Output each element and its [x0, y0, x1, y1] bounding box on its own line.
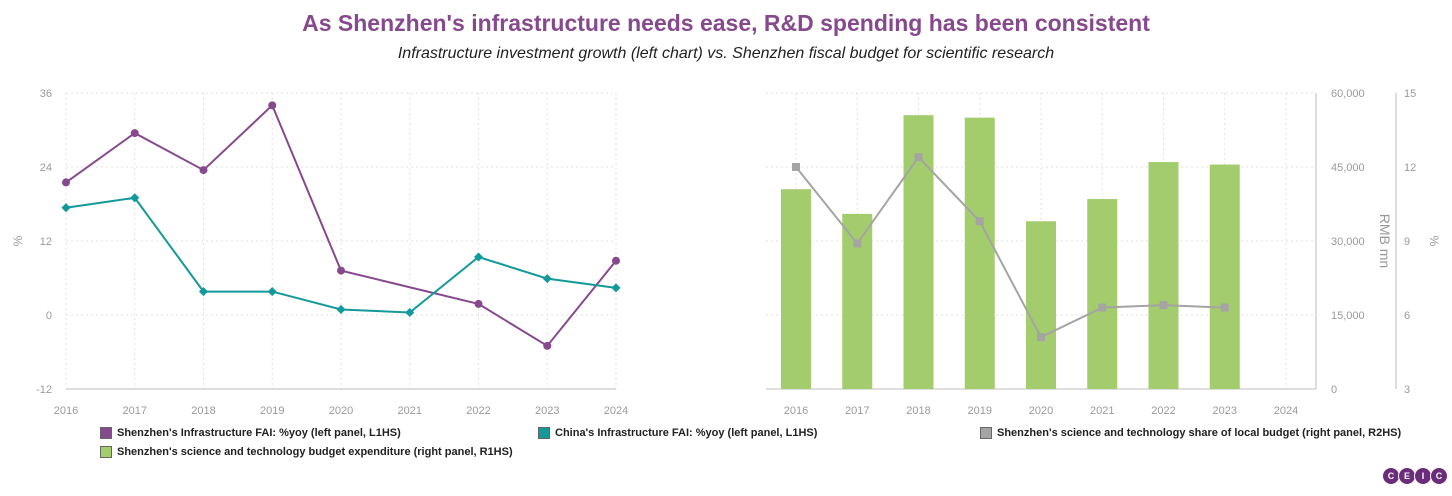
- china-fai-point: [198, 287, 209, 297]
- logo-letter: C: [1430, 467, 1448, 485]
- share-point: [853, 239, 862, 248]
- share-point: [792, 163, 800, 171]
- left-series-line: [65, 196, 617, 314]
- left-y-tick-label: 36: [40, 88, 52, 100]
- shenzhen-fai-point: [337, 266, 345, 275]
- right-x-tick-label: 2022: [1151, 405, 1175, 417]
- right-x-tick-label: 2021: [1090, 405, 1114, 417]
- left-series-line: [65, 103, 617, 348]
- china-fai-point: [473, 252, 484, 262]
- right-y-tick-label: 15,000: [1331, 310, 1365, 322]
- left-x-tick-label: 2019: [260, 405, 284, 417]
- right-y2-tick-label: 6: [1404, 310, 1410, 322]
- right-y2-axis-label: %: [1427, 236, 1441, 247]
- chart-title: As Shenzhen's infrastructure needs ease,…: [302, 10, 1150, 36]
- legend-item-china-fai[interactable]: China's Infrastructure FAI: %yoy (left p…: [538, 427, 817, 439]
- legend-label: China's Infrastructure FAI: %yoy (left p…: [555, 427, 818, 439]
- chart-subtitle: Infrastructure investment growth (left c…: [397, 45, 1055, 62]
- share-point: [1037, 333, 1045, 342]
- budget-bar: [1148, 162, 1179, 389]
- share-point: [1220, 303, 1229, 312]
- right-x-tick-label: 2020: [1029, 405, 1053, 417]
- left-x-tick-label: 2022: [466, 405, 490, 417]
- right-x-tick-label: 2018: [906, 405, 930, 417]
- left-x-tick-label: 2018: [191, 405, 215, 417]
- shenzhen-fai-point: [199, 166, 208, 175]
- legend-item-sci-tech-share[interactable]: Shenzhen's science and technology share …: [980, 427, 1401, 439]
- legend-swatch: [538, 427, 550, 439]
- china-fai-point: [611, 283, 621, 293]
- left-x-tick-label: 2016: [54, 405, 78, 417]
- right-y2-tick-label: 12: [1404, 162, 1416, 174]
- shenzhen-fai-point: [474, 299, 483, 308]
- shenzhen-fai-point: [268, 101, 277, 110]
- right-y2-tick-label: 15: [1404, 88, 1416, 100]
- share-point: [1098, 303, 1107, 312]
- left-x-tick-label: 2024: [604, 405, 628, 417]
- left-y-tick-label: -12: [36, 384, 52, 396]
- right-y-tick-label: 30,000: [1331, 236, 1365, 248]
- budget-bar: [1087, 199, 1118, 389]
- right-x-tick-label: 2019: [968, 405, 992, 417]
- china-fai-point: [267, 287, 277, 297]
- legend-label: Shenzhen's science and technology share …: [997, 427, 1402, 439]
- china-fai-point: [61, 203, 71, 213]
- share-point: [1159, 301, 1168, 310]
- share-point: [975, 217, 984, 226]
- china-fai-point: [542, 274, 552, 284]
- left-x-tick-label: 2020: [329, 405, 353, 417]
- right-x-tick-label: 2016: [784, 405, 808, 417]
- legend-swatch: [100, 446, 112, 458]
- legend-item-sci-tech-budget[interactable]: Shenzhen's science and technology budget…: [100, 446, 513, 458]
- budget-bar: [1209, 164, 1240, 389]
- left-x-tick-label: 2021: [398, 405, 422, 417]
- legend-swatch: [100, 427, 112, 439]
- right-y2-tick-label: 9: [1404, 236, 1410, 248]
- shenzhen-fai-point: [543, 341, 552, 350]
- right-x-tick-label: 2023: [1213, 405, 1237, 417]
- shenzhen-fai-point: [62, 178, 70, 187]
- left-x-tick-label: 2017: [123, 405, 147, 417]
- right-x-tick-label: 2017: [845, 405, 869, 417]
- budget-bar: [1026, 221, 1056, 389]
- ceic-logo: C E I C: [1382, 467, 1448, 485]
- budget-bar: [781, 189, 811, 389]
- legend-label: Shenzhen's science and technology budget…: [117, 446, 513, 458]
- left-y-tick-label: 12: [40, 236, 52, 248]
- budget-bar: [964, 117, 995, 390]
- china-fai-point: [336, 304, 346, 314]
- legend-swatch: [980, 427, 992, 439]
- left-y-tick-label: 24: [40, 162, 52, 174]
- right-y2-tick-label: 3: [1404, 384, 1410, 396]
- right-y-tick-label: 60,000: [1331, 88, 1365, 100]
- right-y-tick-label: 0: [1331, 384, 1337, 396]
- share-line: [795, 155, 1225, 339]
- china-fai-point: [130, 193, 140, 203]
- right-x-tick-label: 2024: [1274, 405, 1298, 417]
- left-x-tick-label: 2023: [535, 405, 559, 417]
- shenzhen-fai-point: [130, 129, 139, 138]
- left-y-axis-label: %: [11, 235, 25, 246]
- left-y-tick-label: 0: [46, 310, 52, 322]
- right-y-tick-label: 45,000: [1331, 162, 1365, 174]
- shenzhen-fai-point: [612, 256, 620, 265]
- right-y-axis-label: RMB mn: [1377, 214, 1393, 268]
- legend-label: Shenzhen's Infrastructure FAI: %yoy (lef…: [117, 427, 401, 439]
- legend-item-shenzhen-fai[interactable]: Shenzhen's Infrastructure FAI: %yoy (lef…: [100, 427, 401, 439]
- share-point: [914, 153, 923, 162]
